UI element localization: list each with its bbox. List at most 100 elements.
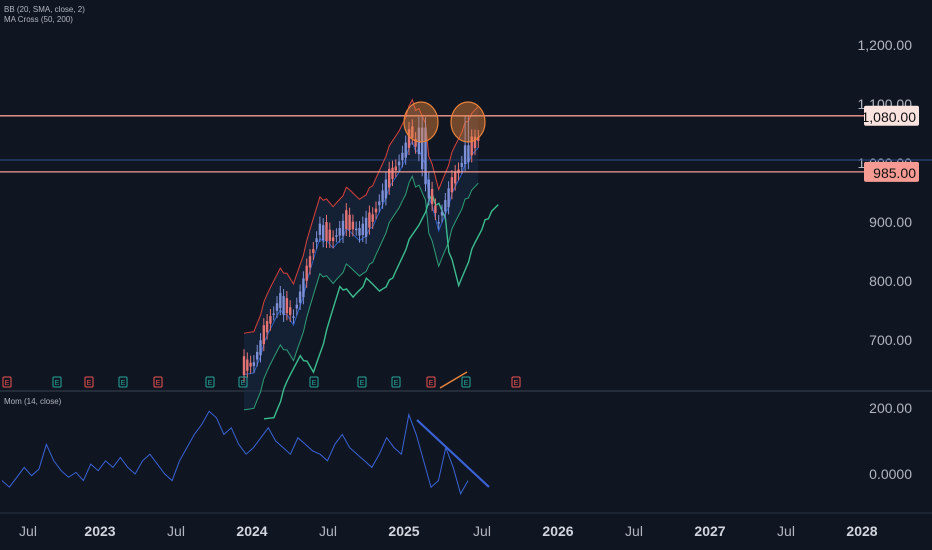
- candle-body: [467, 145, 470, 163]
- candle-body: [401, 152, 404, 161]
- time-tick-label: 2025: [388, 523, 419, 539]
- candle-body: [325, 222, 328, 241]
- candle-body: [318, 223, 322, 235]
- earnings-marker-label: E: [429, 380, 434, 387]
- candle-body: [414, 139, 417, 147]
- level-label-box: [864, 105, 919, 126]
- ma-50-line: [263, 192, 499, 420]
- candle-body: [295, 304, 298, 309]
- earnings-marker-down: [84, 376, 94, 388]
- candle-body: [249, 362, 252, 367]
- candle-body: [427, 179, 430, 199]
- momentum-line: [1, 410, 469, 496]
- bb-legend[interactable]: BB (20, SMA, close, 2): [4, 5, 85, 14]
- earnings-marker-up: [205, 376, 215, 388]
- time-tick-label: Jul: [319, 523, 337, 539]
- candle-body: [338, 228, 341, 236]
- candle-body: [450, 177, 454, 193]
- earnings-marker-label: E: [394, 380, 399, 387]
- time-tick-label: Jul: [167, 523, 185, 539]
- momentum-legend[interactable]: Mom (14, close): [4, 397, 62, 406]
- candle-body: [246, 359, 249, 371]
- candle-body: [407, 129, 411, 148]
- candle-body: [302, 278, 305, 298]
- candle-body: [421, 127, 424, 170]
- earnings-marker-up: [461, 376, 471, 388]
- candle-body: [404, 142, 407, 158]
- candle-body: [312, 249, 315, 253]
- candle-body: [275, 303, 279, 311]
- price-tick-label: 700.00: [869, 332, 912, 348]
- time-tick-label: 2024: [236, 523, 267, 539]
- candle-body: [328, 229, 331, 241]
- momentum-tick-label: 200.00: [869, 400, 912, 416]
- earnings-marker-up: [309, 376, 319, 388]
- candle-body: [368, 212, 371, 228]
- earnings-marker-up: [118, 376, 128, 388]
- earnings-marker-down: [511, 376, 521, 388]
- earnings-marker-up: [391, 376, 401, 388]
- candle-body: [279, 293, 282, 309]
- candle-body: [289, 307, 292, 315]
- earnings-marker-label: E: [55, 380, 60, 387]
- time-tick-label: 2027: [694, 523, 725, 539]
- candle-body: [252, 362, 256, 366]
- time-tick-label: Jul: [625, 523, 643, 539]
- earnings-marker-down: [153, 376, 163, 388]
- earnings-marker-label: E: [312, 380, 317, 387]
- double-top-left: [403, 101, 439, 143]
- candle-body: [477, 137, 480, 141]
- earnings-marker-label: E: [360, 380, 365, 387]
- candle-body: [381, 190, 384, 202]
- price-tick-label: 800.00: [869, 273, 912, 289]
- candle-body: [259, 340, 262, 356]
- candle-body: [308, 256, 312, 268]
- candle-body: [351, 221, 355, 230]
- ma-cross-legend[interactable]: MA Cross (50, 200): [4, 15, 73, 24]
- earnings-marker-label: E: [241, 380, 246, 387]
- candle-body: [364, 217, 368, 237]
- candle-body: [269, 316, 272, 324]
- candle-body: [298, 291, 302, 303]
- candle-body: [424, 127, 427, 185]
- earnings-marker-label: E: [514, 380, 519, 387]
- time-tick-label: 2028: [846, 523, 877, 539]
- candle-body: [292, 316, 295, 318]
- level-label: 985.00: [873, 165, 916, 181]
- bb-upper-band: [243, 98, 479, 334]
- candle-body: [285, 298, 289, 314]
- candle-body: [447, 188, 450, 208]
- momentum-tick-label: 0.0000: [869, 466, 912, 482]
- candle-body: [470, 136, 473, 156]
- earnings-marker-label: E: [5, 380, 10, 387]
- double-top-right: [450, 101, 486, 143]
- time-tick-label: Jul: [473, 523, 491, 539]
- earnings-marker-up: [238, 376, 248, 388]
- time-tick-label: 2023: [84, 523, 115, 539]
- candle-body: [411, 126, 414, 138]
- candle-body: [444, 200, 447, 212]
- candle-body: [378, 201, 381, 206]
- candle-body: [388, 168, 391, 188]
- candle-body: [341, 220, 345, 236]
- earnings-marker-label: E: [87, 380, 92, 387]
- candle-body: [331, 237, 335, 242]
- earnings-marker-label: E: [464, 380, 469, 387]
- candle-body: [242, 356, 246, 376]
- candle-body: [397, 161, 401, 166]
- candle-body: [256, 351, 259, 360]
- candle-body: [335, 235, 338, 237]
- candle-body: [391, 167, 394, 180]
- candle-body: [434, 205, 437, 214]
- candle-body: [265, 321, 269, 333]
- trend-arrow: [439, 371, 468, 389]
- candle-body: [355, 228, 358, 231]
- bb-lower-band: [243, 175, 479, 411]
- earnings-marker-label: E: [156, 380, 161, 387]
- price-tick-label: 900.00: [869, 214, 912, 230]
- earnings-marker-label: E: [121, 380, 126, 387]
- candle-body: [272, 313, 275, 315]
- candle-body: [322, 225, 325, 241]
